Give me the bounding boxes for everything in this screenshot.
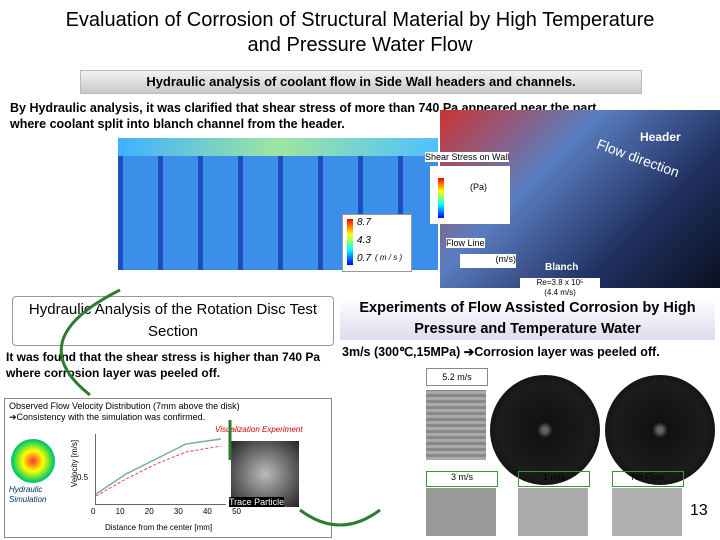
plot-lines — [96, 438, 222, 497]
left-heading: Hydraulic Analysis of the Rotation Disc … — [12, 296, 334, 346]
x-tick: 20 — [144, 507, 154, 516]
velocity-legend: 8.7 4.3 0.7 ( m / s ) — [342, 214, 412, 272]
left-finding: It was found that the shear stress is hi… — [6, 350, 321, 380]
shear-legend: (Pa) — [430, 166, 510, 224]
visualization-label: Visualization Experiment — [215, 425, 303, 434]
legend-value: 0.7 — [357, 253, 371, 264]
observation-panel: Observed Flow Velocity Distribution (7mm… — [4, 398, 332, 538]
y-tick: 0.5 — [77, 473, 89, 482]
x-tick: 10 — [115, 507, 125, 516]
disc — [490, 375, 600, 485]
simulation-disc — [11, 439, 55, 483]
x-tick: 50 — [232, 507, 241, 516]
observed: Observed Flow Velocity Distribution (7mm… — [9, 401, 240, 411]
flow-line-label: Flow Line — [446, 238, 485, 248]
reynolds-number: Re=3.8 x 10⁵ — [536, 278, 584, 287]
shear-unit: (Pa) — [470, 182, 488, 192]
right-heading: Experiments of Flow Assisted Corrosion b… — [340, 298, 715, 340]
speed-label: 3 m/s — [426, 471, 498, 487]
legend-value: 8.7 — [357, 217, 371, 228]
blanch-label: Blanch — [545, 262, 579, 273]
micrograph — [426, 488, 496, 536]
trace-label: Trace Particle — [229, 497, 285, 507]
trace-image — [231, 441, 299, 507]
x-tick: 0 — [91, 507, 96, 516]
plot-area — [95, 434, 226, 505]
legend-unit: ( m / s ) — [375, 253, 403, 262]
title: Evaluation of Corrosion of Structural Ma… — [65, 9, 655, 56]
micrograph — [426, 390, 486, 460]
banner: Hydraulic analysis of coolant flow in Si… — [80, 70, 642, 94]
flow-line-unit: (m/s) — [460, 254, 516, 268]
page-number: 13 — [690, 502, 708, 519]
shear-label: Shear Stress on Wall — [425, 152, 510, 162]
x-tick: 30 — [173, 507, 183, 516]
micrograph — [612, 488, 682, 536]
x-tick: 40 — [202, 507, 212, 516]
x-label: Distance from the center [mm] — [105, 523, 213, 532]
header-label: Header — [640, 130, 681, 144]
disc — [605, 375, 715, 485]
legend-value: 4.3 — [357, 235, 371, 246]
reynolds-speed: (4.4 m/s) — [544, 288, 576, 297]
right-result: 3m/s (300℃,15MPa) ➔Corrosion layer was p… — [342, 345, 660, 359]
speed-label: 5.2 m/s — [426, 368, 488, 386]
speed-label: 1 m/s — [518, 471, 590, 487]
x-ticks: 0 10 20 30 40 50 — [91, 507, 241, 516]
reynolds: Re=3.8 x 10⁵ (4.4 m/s) — [520, 278, 600, 298]
consistency: ➔Consistency with the simulation was con… — [9, 412, 206, 422]
speed-label: No Flow — [612, 471, 684, 487]
micrograph — [518, 488, 588, 536]
hydraulic-label: Hydraulic Simulation — [9, 485, 47, 504]
